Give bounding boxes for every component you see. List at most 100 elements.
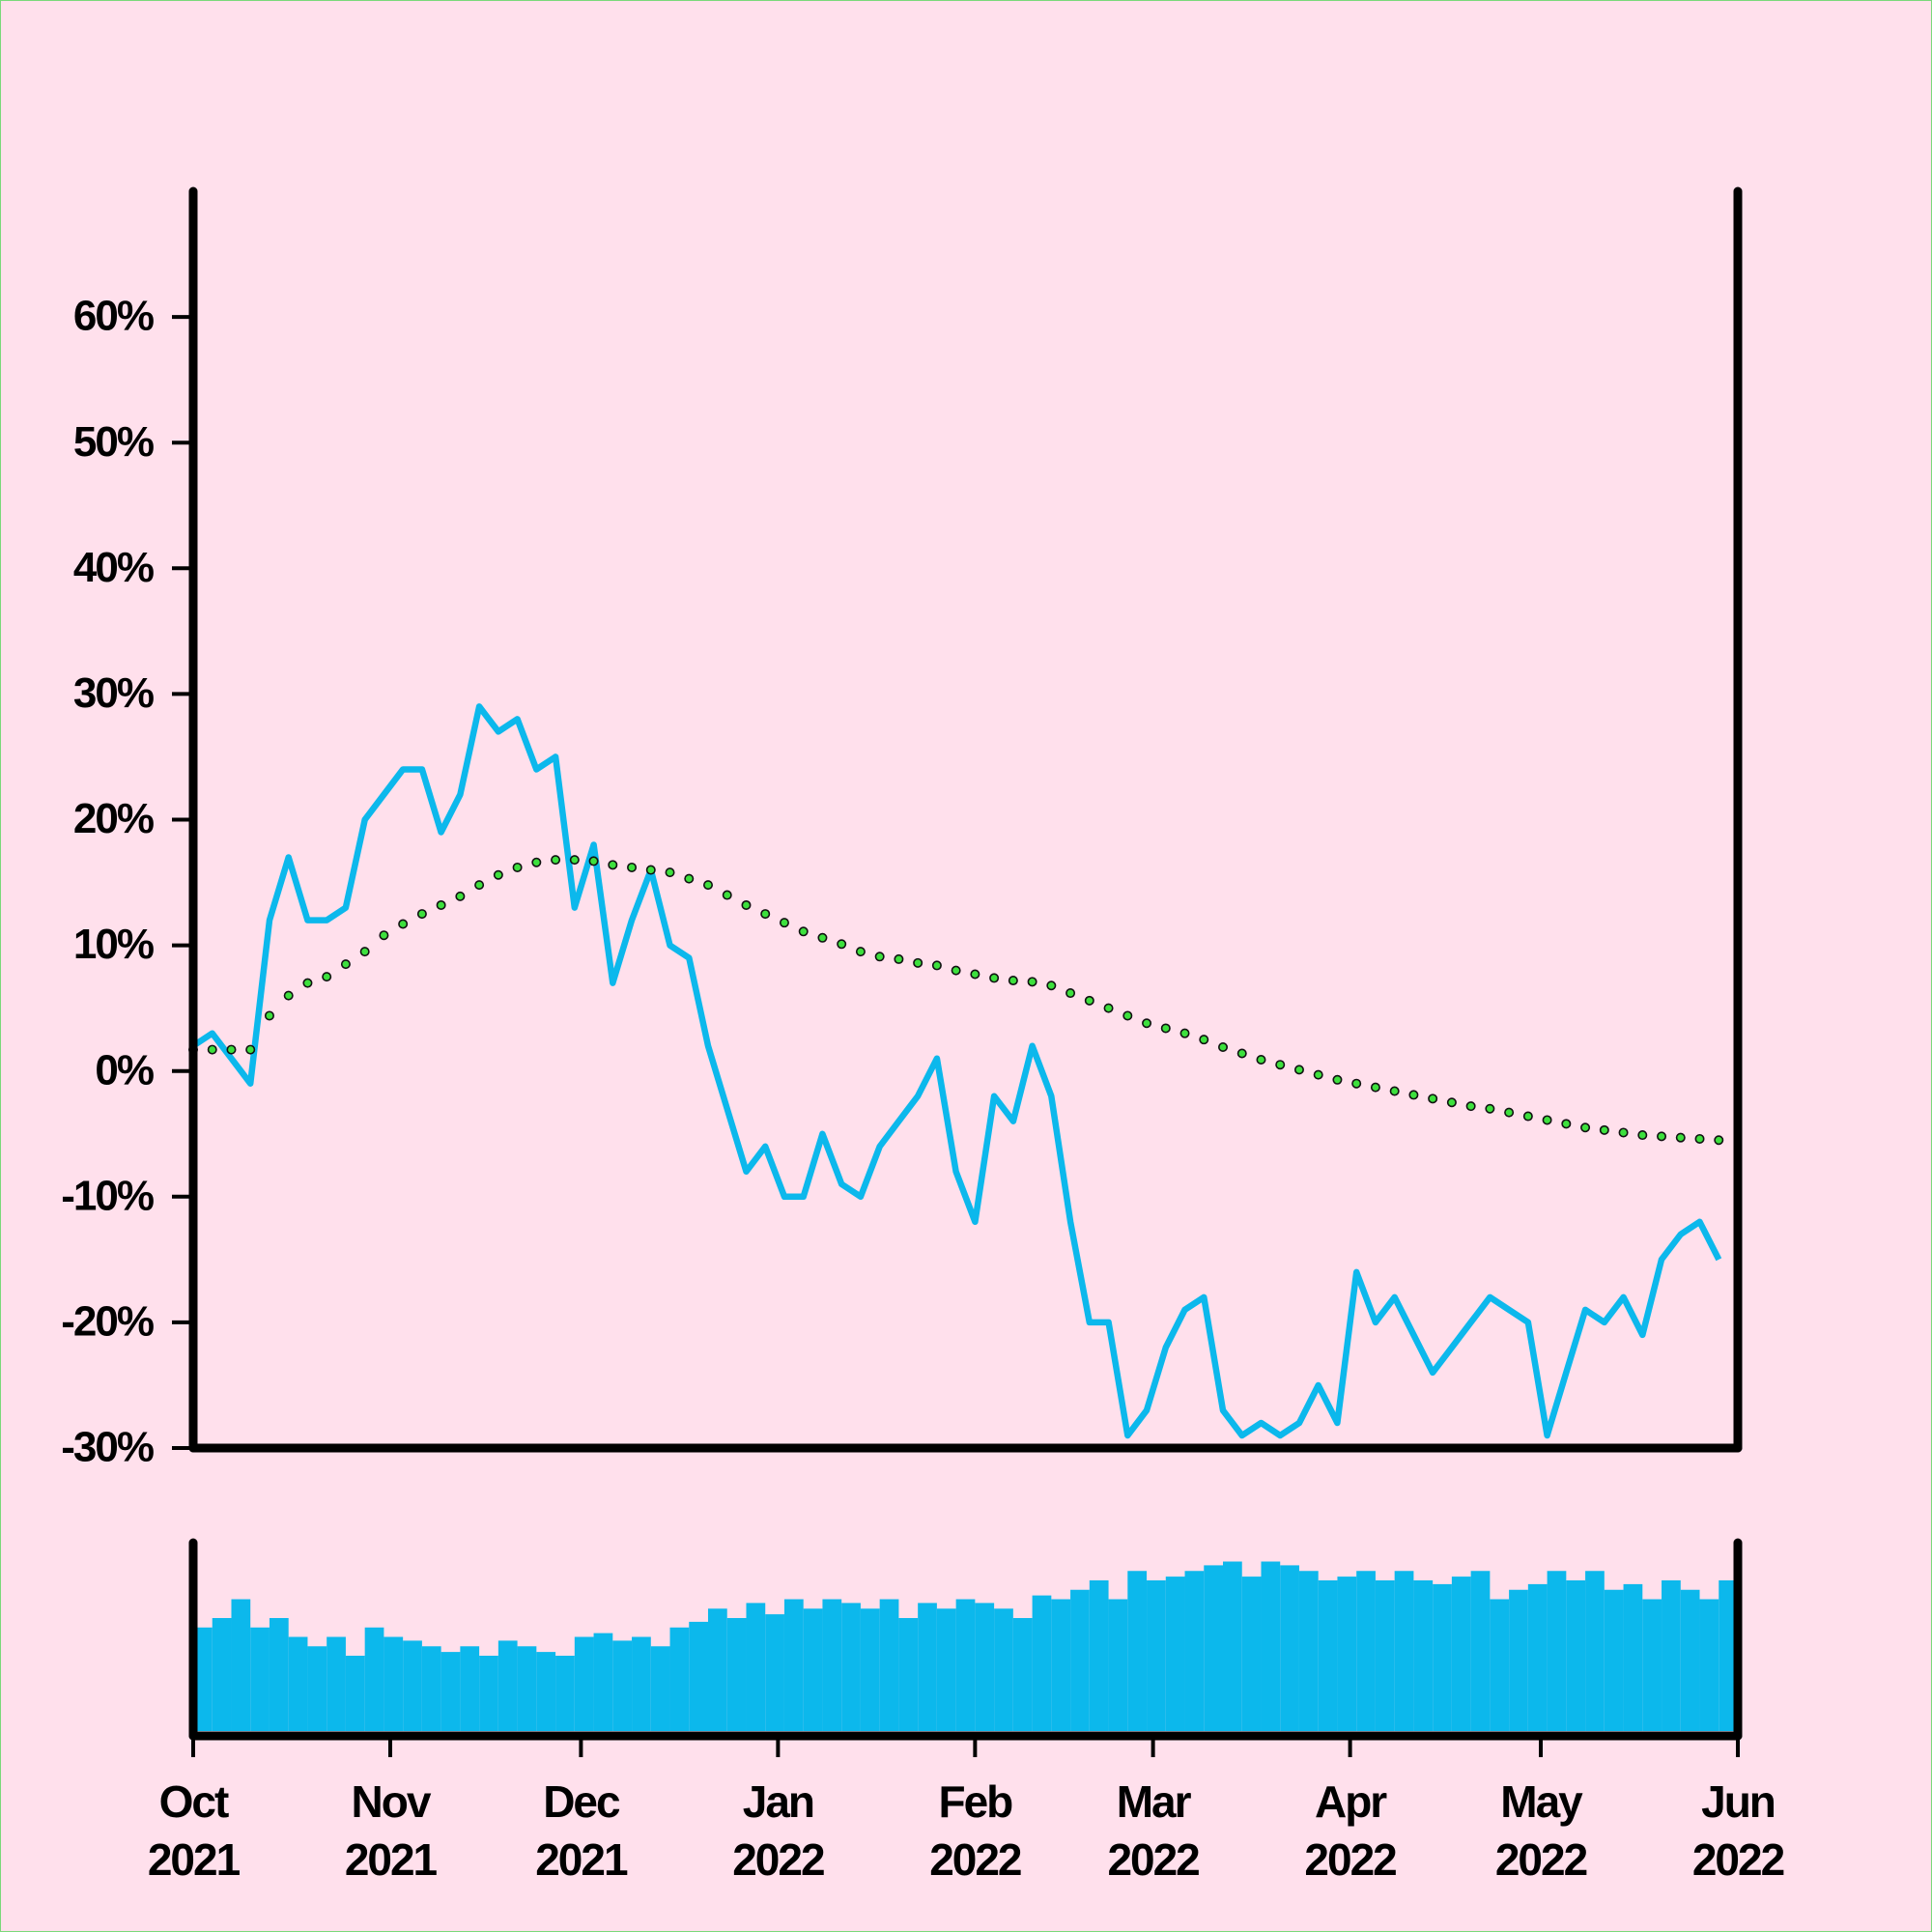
volume-bar	[479, 1656, 498, 1731]
volume-bar	[918, 1603, 937, 1731]
average-dot	[1293, 1065, 1304, 1075]
average-dot	[283, 990, 294, 1001]
volume-bar	[1719, 1580, 1738, 1731]
average-dot	[1046, 980, 1057, 991]
average-dot	[1561, 1119, 1572, 1129]
average-dot	[379, 930, 389, 941]
average-dot	[684, 873, 695, 884]
average-dot	[551, 855, 561, 866]
x-tick-label: Feb 2022	[929, 1776, 1022, 1885]
volume-bar	[1642, 1599, 1662, 1731]
volume-bar	[1527, 1583, 1548, 1731]
volume-bar	[1356, 1571, 1376, 1731]
volume-bar	[327, 1636, 346, 1731]
average-dot	[1599, 1124, 1609, 1135]
price-line	[191, 703, 1722, 1439]
volume-bar	[364, 1627, 384, 1731]
average-dot	[569, 855, 580, 866]
volume-bar	[898, 1618, 919, 1731]
volume-bar	[1184, 1571, 1205, 1731]
y-tick-label: 20%	[73, 795, 154, 842]
average-dot	[1675, 1132, 1686, 1143]
average-dot	[1485, 1103, 1495, 1114]
volume-bar	[517, 1646, 537, 1731]
average-dot	[1542, 1115, 1552, 1125]
average-dot	[322, 972, 332, 982]
volume-bar	[460, 1646, 480, 1731]
volume-bar	[1413, 1580, 1434, 1731]
average-dot	[1522, 1111, 1533, 1122]
volume-bar	[1204, 1565, 1223, 1731]
volume-bar	[1223, 1561, 1242, 1731]
y-tick-label: 40%	[73, 544, 154, 591]
average-dot	[1504, 1107, 1515, 1118]
x-tick-label: Oct 2021	[147, 1776, 241, 1885]
average-dot	[722, 890, 732, 900]
average-dot	[226, 1044, 237, 1055]
average-dot	[1428, 1094, 1438, 1104]
volume-bar	[403, 1640, 422, 1731]
average-dot	[416, 909, 427, 920]
volume-bar	[783, 1599, 804, 1731]
average-dot	[817, 932, 828, 943]
volume-bar	[1089, 1580, 1109, 1731]
volume-bar	[975, 1603, 995, 1731]
average-dot	[970, 969, 980, 980]
average-dot	[1256, 1054, 1266, 1065]
average-dot	[1332, 1074, 1343, 1085]
average-dot	[436, 899, 446, 910]
volume-bar	[936, 1608, 956, 1731]
average-dot	[1065, 988, 1076, 999]
average-dot	[894, 953, 904, 964]
average-dot	[1370, 1082, 1380, 1093]
volume-bar	[879, 1599, 899, 1731]
average-dot	[1313, 1069, 1323, 1080]
average-dot	[1084, 995, 1094, 1006]
average-dot	[1618, 1127, 1629, 1138]
average-dot	[512, 862, 523, 872]
volume-bar	[822, 1599, 842, 1731]
volume-bar	[1394, 1571, 1414, 1731]
y-tick-label: -20%	[61, 1298, 154, 1346]
average-dot	[1408, 1090, 1419, 1100]
volume-bar	[536, 1652, 556, 1731]
volume-bar	[250, 1627, 270, 1731]
y-tick-label: -10%	[61, 1172, 154, 1219]
average-dot	[1351, 1078, 1362, 1089]
volume-bar	[803, 1608, 823, 1731]
average-dot	[474, 880, 485, 891]
volume-bar	[1147, 1580, 1166, 1731]
average-dot	[1637, 1130, 1648, 1141]
average-dot	[665, 867, 675, 878]
average-dot	[1027, 977, 1037, 987]
volume-bar	[765, 1614, 784, 1731]
volume-bar	[1337, 1577, 1357, 1731]
volume-bar	[1261, 1561, 1281, 1731]
volume-bar	[1680, 1589, 1700, 1731]
volume-bar	[212, 1618, 232, 1731]
average-dot	[1275, 1060, 1286, 1070]
volume-bar	[612, 1640, 633, 1731]
volume-bar	[1012, 1618, 1033, 1731]
average-dot	[989, 973, 1000, 983]
average-dot	[1218, 1041, 1229, 1052]
x-tick-label: Apr 2022	[1304, 1776, 1397, 1885]
volume-bar	[1127, 1571, 1148, 1731]
average-dot	[798, 926, 809, 937]
volume-bar	[1585, 1571, 1605, 1731]
average-dot	[340, 959, 351, 970]
volume-bar	[1241, 1577, 1262, 1731]
y-tick-label: 10%	[73, 921, 154, 968]
volume-bar	[955, 1599, 976, 1731]
average-dot	[627, 862, 638, 872]
average-dot	[359, 947, 370, 957]
volume-bar	[1108, 1599, 1128, 1731]
average-dot	[1446, 1097, 1457, 1108]
volume-bar	[193, 1627, 213, 1731]
average-dot	[1179, 1028, 1190, 1038]
average-dot	[1389, 1086, 1400, 1096]
average-dot	[913, 957, 923, 968]
volume-bar	[650, 1646, 670, 1731]
average-dot	[1236, 1048, 1247, 1059]
